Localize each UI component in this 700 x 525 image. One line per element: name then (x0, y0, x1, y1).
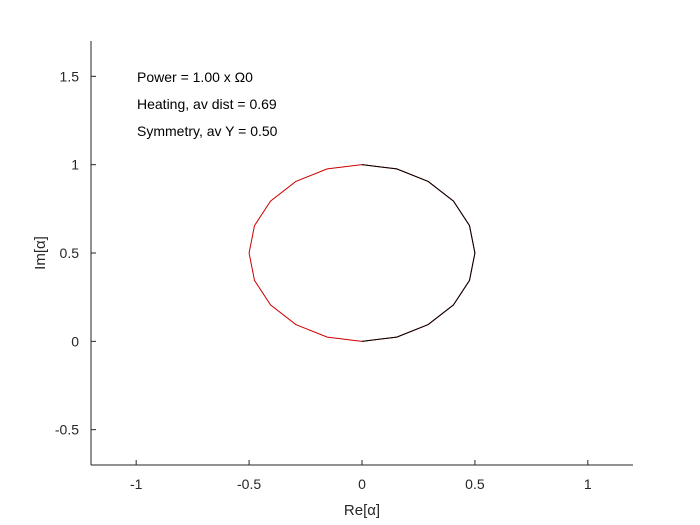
annotation-heating: Heating, av dist = 0.69 (137, 96, 277, 112)
y-tick-label: 1.5 (60, 68, 80, 84)
x-tick-label: -1 (130, 476, 143, 492)
annotation-power: Power = 1.00 x Ω0 (137, 69, 253, 85)
x-tick-label: 0.5 (465, 476, 485, 492)
series-layer (248, 164, 476, 342)
y-tick-label: -0.5 (55, 422, 79, 438)
annotations: Power = 1.00 x Ω0 Heating, av dist = 0.6… (137, 69, 278, 139)
y-tick-label: 0 (71, 333, 79, 349)
series-line-2 (361, 164, 476, 342)
y-axis-label: Im[α] (32, 236, 49, 270)
x-tick-label: 1 (584, 476, 592, 492)
plot-area: -1 -0.5 0 0.5 1 -0.5 0 0.5 1 1.5 (55, 41, 633, 492)
annotation-symmetry: Symmetry, av Y = 0.50 (137, 123, 278, 139)
x-axis-label: Re[α] (344, 502, 380, 519)
y-tick-label: 1 (71, 157, 79, 173)
y-tick-label: 0.5 (60, 245, 80, 261)
x-tick-label: 0 (358, 476, 366, 492)
x-tick-label: -0.5 (237, 476, 261, 492)
y-ticks: -0.5 0 0.5 1 1.5 (55, 68, 96, 438)
x-ticks: -1 -0.5 0 0.5 1 (130, 460, 592, 492)
